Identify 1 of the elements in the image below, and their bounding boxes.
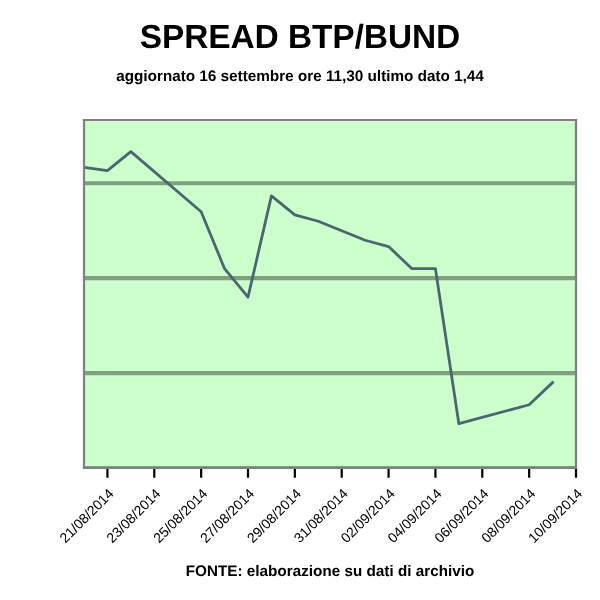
chart-title: SPREAD BTP/BUND — [140, 23, 459, 49]
